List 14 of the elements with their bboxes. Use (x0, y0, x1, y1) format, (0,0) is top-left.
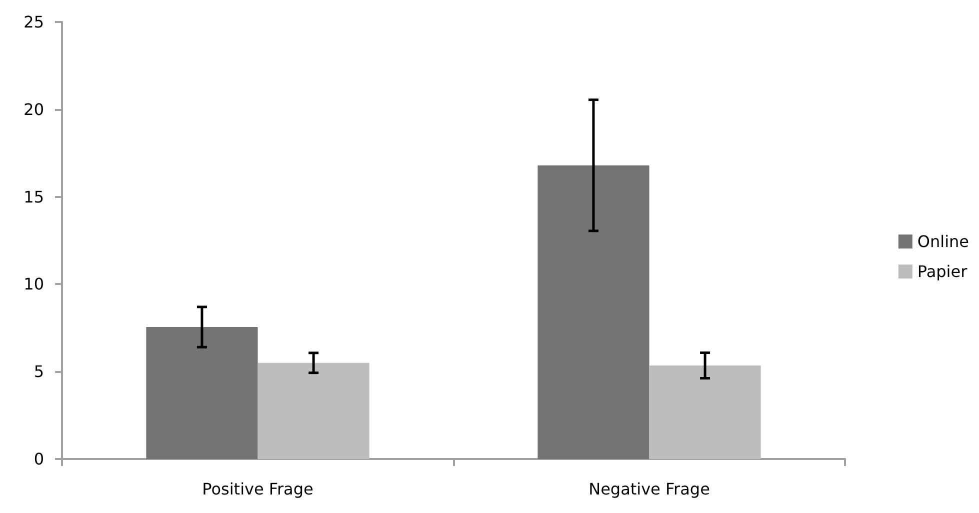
x-tick-label: Negative Frage (588, 480, 710, 498)
legend-label: Online (917, 232, 969, 251)
y-tick-label: 5 (34, 362, 44, 382)
bar (258, 362, 370, 459)
legend-label: Papier (917, 262, 968, 281)
y-tick-label: 20 (24, 100, 44, 119)
y-tick-label: 15 (24, 187, 44, 206)
y-tick-label: 25 (24, 12, 44, 32)
bar (146, 327, 258, 459)
y-tick-label: 0 (34, 450, 44, 468)
y-tick-label: 10 (24, 274, 44, 294)
x-tick-label: Positive Frage (202, 480, 314, 498)
bar (538, 165, 650, 459)
bar (649, 365, 761, 459)
